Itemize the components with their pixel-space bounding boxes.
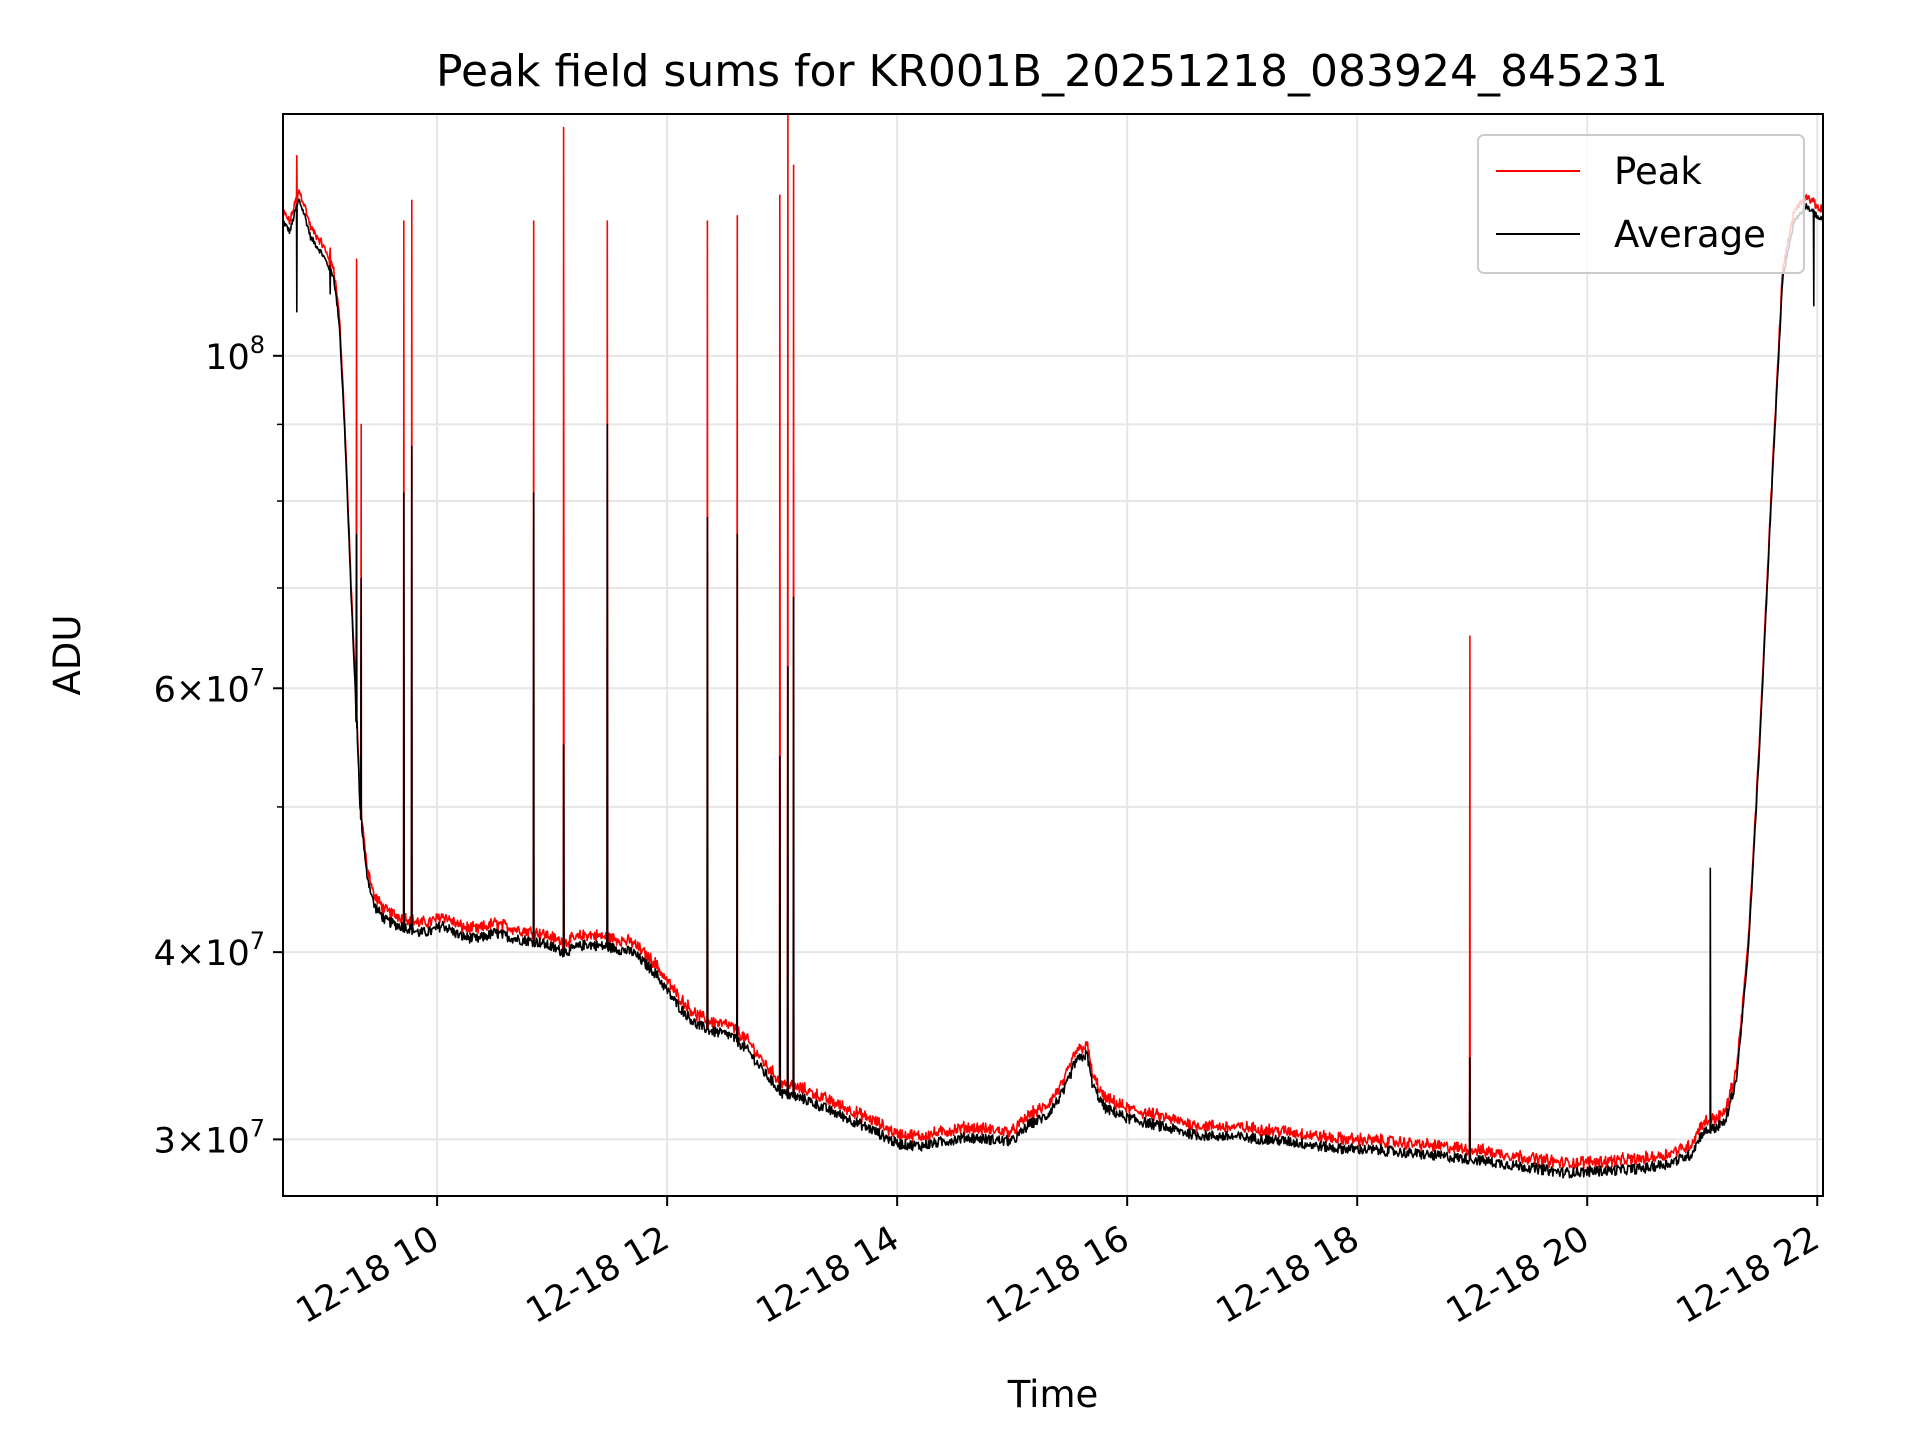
average-series-line <box>283 198 1823 1179</box>
y-tick-label: 3×107 <box>154 1114 265 1161</box>
x-axis-label: Time <box>1007 1373 1099 1416</box>
legend: Peak Average <box>1477 134 1805 274</box>
y-tick-label: 4×107 <box>154 927 265 974</box>
legend-peak-label: Peak <box>1614 150 1702 193</box>
y-axis-label: ADU <box>46 615 89 696</box>
legend-frame <box>1477 134 1805 274</box>
axes-frame <box>282 113 1824 1197</box>
y-tick-label: 6×107 <box>154 663 265 710</box>
y-axis: 108 6×107 4×107 3×107 <box>154 331 283 1161</box>
plot-area <box>283 114 1823 1179</box>
legend-average-label: Average <box>1614 213 1766 256</box>
series-group <box>283 114 1823 1179</box>
y-tick-label: 108 <box>205 331 265 378</box>
grid <box>283 114 1823 1196</box>
chart-title: Peak field sums for KR001B_20251218_0839… <box>436 46 1668 97</box>
